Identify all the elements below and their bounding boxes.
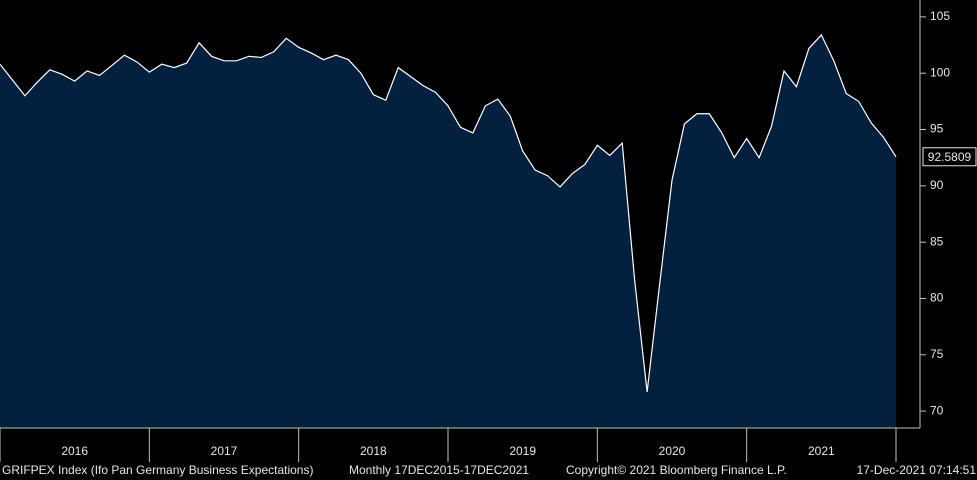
x-tick-label: 2020 xyxy=(659,444,686,458)
y-tick-label: 95 xyxy=(930,122,944,136)
y-tick-label: 70 xyxy=(930,403,944,417)
y-tick-label: 85 xyxy=(930,234,944,248)
y-tick-label: 90 xyxy=(930,178,944,192)
y-tick-label: 75 xyxy=(930,347,944,361)
footer-range: Monthly 17DEC2015-17DEC2021 xyxy=(349,463,529,477)
footer-copyright: Copyright© 2021 Bloomberg Finance L.P. xyxy=(566,463,787,477)
x-tick-label: 2018 xyxy=(360,444,387,458)
footer-timestamp: 17-Dec-2021 07:14:51 xyxy=(857,463,977,477)
area xyxy=(0,34,896,428)
x-tick-label: 2017 xyxy=(211,444,238,458)
x-tick-label: 2019 xyxy=(509,444,536,458)
x-tick-label: 2021 xyxy=(808,444,835,458)
footer-ticker: GRIFPEX Index (Ifo Pan Germany Business … xyxy=(2,463,313,477)
last-value-box xyxy=(922,147,977,167)
x-tick-label: 2016 xyxy=(61,444,88,458)
last-value-label: 92.5809 xyxy=(928,150,972,164)
line xyxy=(0,33,897,393)
y-tick-label: 100 xyxy=(930,65,950,79)
y-tick-label: 80 xyxy=(930,291,944,305)
y-tick-label: 105 xyxy=(930,9,950,23)
